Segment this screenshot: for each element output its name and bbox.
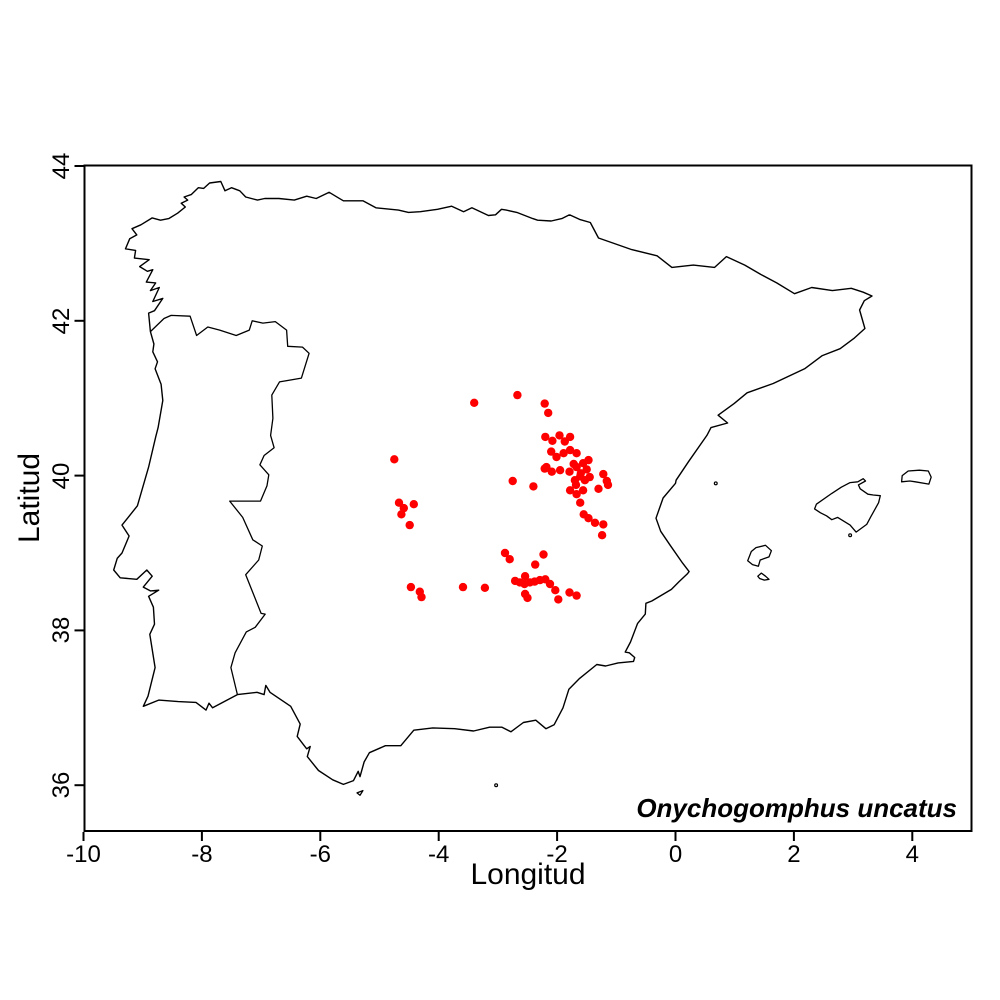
occurrence-point <box>409 500 418 509</box>
ibiza-island-path <box>747 544 773 567</box>
occurrence-point <box>500 548 510 558</box>
occurrence-point <box>569 459 578 469</box>
x-axis-title: Longitud <box>470 858 586 891</box>
occurrence-point <box>394 498 404 507</box>
menorca-island-path <box>900 469 932 485</box>
occurrence-point <box>541 432 550 442</box>
occurrence-point <box>544 408 553 418</box>
x-tick-label: -2 <box>546 841 568 868</box>
occurrence-point <box>597 531 607 540</box>
occurrence-point <box>513 390 522 400</box>
occurrence-point <box>397 510 406 519</box>
x-tick-label: -6 <box>309 841 331 868</box>
occurrence-point <box>505 555 514 564</box>
occurrence-point <box>390 455 399 464</box>
iberia-coastline-path <box>113 180 873 786</box>
x-tick-label: 2 <box>787 841 801 868</box>
x-tick-label: -8 <box>191 841 213 868</box>
occurrence-point <box>565 467 574 476</box>
occurrence-point <box>590 518 600 527</box>
occurrence-point <box>571 480 581 490</box>
y-tick-label: 36 <box>48 771 75 799</box>
occurrence-point <box>540 399 549 408</box>
formentera-island-path <box>757 572 770 581</box>
occurrence-point <box>545 579 555 589</box>
occurrence-point <box>539 550 548 559</box>
y-axis-title: Latitud <box>13 452 46 544</box>
occurrence-point <box>584 455 593 465</box>
occurrence-point <box>576 498 585 507</box>
ceuta-island-path <box>356 789 364 796</box>
occurrence-point <box>565 432 575 442</box>
portugal-spain-border-path <box>149 314 310 695</box>
occurrence-point <box>555 466 565 475</box>
occurrence-point <box>523 593 532 603</box>
occurrence-point <box>547 447 556 456</box>
mallorca-island-path <box>813 478 881 533</box>
occurrence-point <box>547 467 556 476</box>
occurrence-point <box>552 452 561 462</box>
occurrence-point <box>458 582 468 592</box>
x-tick-label: 0 <box>668 841 683 868</box>
occurrence-point <box>520 572 530 581</box>
y-tick-label: 40 <box>48 462 75 489</box>
occurrence-point <box>565 486 575 495</box>
x-tick-label: 4 <box>905 841 919 868</box>
islet-mark <box>713 481 718 486</box>
x-tick-label: -4 <box>428 841 450 868</box>
occurrence-point <box>559 449 568 458</box>
occurrence-point <box>540 464 549 473</box>
y-tick-label: 42 <box>48 307 75 335</box>
x-tick-label: -10 <box>66 841 101 868</box>
occurrence-point <box>470 398 479 407</box>
y-tick-label: 38 <box>48 617 75 644</box>
occurrence-point <box>565 445 575 455</box>
occurrence-point <box>480 583 490 592</box>
occurrence-point <box>599 520 608 529</box>
islet-mark <box>494 783 499 788</box>
occurrence-point <box>554 595 563 604</box>
occurrence-point <box>594 484 603 493</box>
occurrence-point <box>578 486 588 495</box>
occurrence-point <box>529 482 538 491</box>
occurrence-point <box>531 560 540 569</box>
occurrence-point <box>548 436 557 445</box>
occurrence-point <box>551 586 560 595</box>
plot-box <box>83 164 973 832</box>
y-tick-label: 44 <box>48 152 75 180</box>
occurrence-point <box>508 476 517 486</box>
occurrence-point <box>555 431 564 440</box>
occurrence-point <box>603 480 613 490</box>
occurrence-point <box>585 472 594 482</box>
occurrence-point <box>406 582 416 592</box>
occurrence-point <box>572 490 581 499</box>
occurrence-point <box>572 449 581 458</box>
occurrence-point <box>599 469 608 479</box>
occurrence-point <box>565 588 574 597</box>
occurrence-point <box>405 520 414 530</box>
occurrence-point <box>584 514 593 523</box>
occurrence-point <box>417 592 426 602</box>
species-name-annotation: Onychogomphus uncatus <box>636 793 957 823</box>
occurrence-point <box>582 465 591 474</box>
islet-mark <box>848 533 853 538</box>
occurrence-point <box>572 591 581 600</box>
